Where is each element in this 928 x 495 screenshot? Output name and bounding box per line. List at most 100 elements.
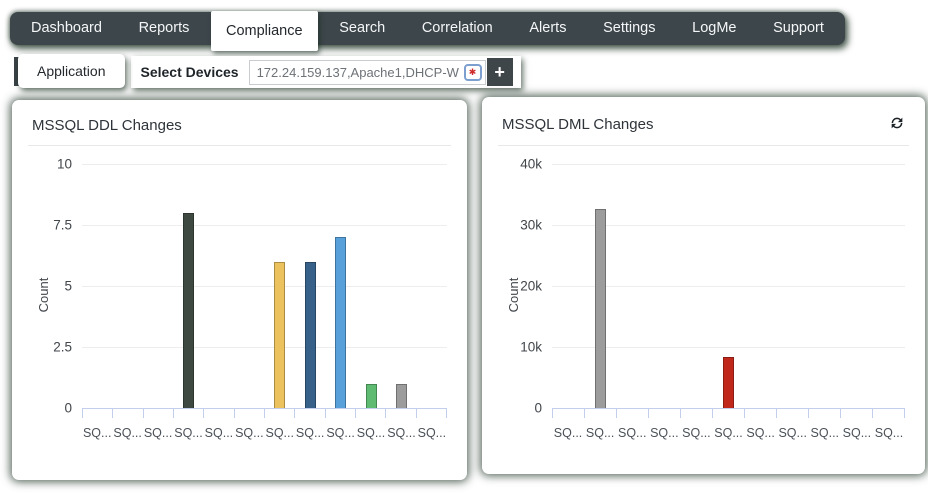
bar-column bbox=[552, 164, 584, 408]
axis-band-cell bbox=[265, 409, 296, 418]
y-tick-label: 7.5 bbox=[53, 217, 72, 233]
axis-band-cell bbox=[809, 409, 841, 418]
y-tick-label: 0 bbox=[534, 400, 542, 416]
bar-column bbox=[173, 164, 203, 408]
x-tick-label: SQ... bbox=[617, 426, 647, 440]
gridline bbox=[552, 286, 905, 287]
select-devices-label: Select Devices bbox=[140, 64, 239, 80]
gridline bbox=[82, 225, 447, 226]
x-tick-label: SQ... bbox=[682, 426, 711, 440]
x-tick-label: SQ... bbox=[143, 426, 173, 440]
x-tick-label: SQ... bbox=[235, 426, 264, 440]
nav-item-support[interactable]: Support bbox=[773, 20, 824, 36]
nav-item-dashboard[interactable]: Dashboard bbox=[31, 20, 102, 36]
x-tick-label: SQ... bbox=[874, 426, 904, 440]
device-picker-icon[interactable]: ✱ bbox=[463, 63, 482, 81]
bar-column bbox=[143, 164, 173, 408]
chart-title-ddl: MSSQL DDL Changes bbox=[32, 117, 182, 134]
bar-column bbox=[386, 164, 416, 408]
gridline bbox=[82, 347, 447, 348]
bar-column bbox=[616, 164, 648, 408]
card-divider bbox=[28, 145, 451, 146]
tab-application[interactable]: Application bbox=[18, 54, 125, 88]
ddl-changes-card: MSSQL DDL Changes Count 0 2.5 5 7.5 10 SQ...… bbox=[12, 100, 467, 480]
device-input[interactable] bbox=[248, 59, 486, 85]
x-tick-label: SQ... bbox=[842, 426, 872, 440]
bar[interactable] bbox=[182, 212, 194, 408]
chart-title-dml: MSSQL DML Changes bbox=[502, 115, 654, 133]
y-tick-label: 10 bbox=[56, 156, 72, 172]
x-tick-label: SQ... bbox=[650, 426, 679, 440]
bar-column bbox=[112, 164, 142, 408]
axis-band-cell bbox=[356, 409, 387, 418]
gridline bbox=[82, 164, 447, 165]
bar[interactable] bbox=[395, 383, 407, 408]
add-device-button[interactable]: + bbox=[486, 58, 513, 86]
gridline bbox=[552, 225, 905, 226]
bar[interactable] bbox=[335, 237, 347, 408]
axis-band-cell bbox=[235, 409, 265, 418]
bar-column bbox=[873, 164, 905, 408]
axis-band-cell bbox=[617, 409, 649, 418]
x-tick-label: SQ... bbox=[265, 426, 294, 440]
gridline bbox=[552, 164, 905, 165]
x-tick-label: SQ... bbox=[82, 426, 112, 440]
bar[interactable] bbox=[723, 357, 735, 408]
x-tick-label: SQ... bbox=[810, 426, 840, 440]
bar-column bbox=[265, 164, 295, 408]
axis-band-cell bbox=[777, 409, 809, 418]
x-tick-label: SQ... bbox=[714, 426, 743, 440]
y-tick-label: 30k bbox=[520, 217, 542, 233]
x-tick-label: SQ... bbox=[356, 426, 386, 440]
nav-item-alerts[interactable]: Alerts bbox=[529, 20, 567, 36]
dml-bar-chart: Count 0 10k 20k 30k 40k SQ... SQ... SQ... SQ...… bbox=[490, 157, 913, 460]
bar[interactable] bbox=[304, 261, 316, 408]
bar-column bbox=[356, 164, 386, 408]
x-tick-label: SQ... bbox=[746, 426, 775, 440]
refresh-icon[interactable] bbox=[887, 114, 907, 134]
axis-band-cell bbox=[82, 409, 114, 418]
bar[interactable] bbox=[365, 383, 377, 408]
bar[interactable] bbox=[274, 261, 286, 408]
nav-item-search[interactable]: Search bbox=[339, 20, 386, 36]
x-axis-band bbox=[552, 408, 905, 418]
bar[interactable] bbox=[594, 209, 606, 408]
axis-band-cell bbox=[326, 409, 356, 418]
nav-item-reports[interactable]: Reports bbox=[138, 20, 190, 36]
axis-band-cell bbox=[841, 409, 873, 418]
gridline bbox=[82, 286, 447, 287]
bar-column bbox=[82, 164, 112, 408]
axis-band-cell bbox=[113, 409, 144, 418]
bar-column bbox=[295, 164, 325, 408]
bar-column bbox=[234, 164, 264, 408]
x-tick-label: SQ... bbox=[174, 426, 203, 440]
device-input-wrap: ✱ bbox=[248, 59, 486, 85]
y-tick-label: 5 bbox=[64, 278, 72, 294]
nav-item-logme[interactable]: LogMe bbox=[692, 20, 737, 36]
bar-column bbox=[777, 164, 809, 408]
sub-toolbar: Application Select Devices ✱ + bbox=[14, 54, 521, 90]
bar-column bbox=[648, 164, 680, 408]
axis-band-cell bbox=[174, 409, 205, 418]
x-axis-labels: SQ... SQ... SQ... SQ... SQ... SQ... SQ... SQ...… bbox=[82, 426, 447, 440]
ddl-bar-chart: Count 0 2.5 5 7.5 10 SQ... SQ... SQ... SQ... SQ.… bbox=[20, 157, 455, 460]
y-tick-label: 10k bbox=[520, 339, 542, 355]
nav-item-correlation[interactable]: Correlation bbox=[421, 20, 493, 36]
nav-item-settings[interactable]: Settings bbox=[603, 20, 656, 36]
bar-column bbox=[325, 164, 355, 408]
x-tick-label: SQ... bbox=[204, 426, 234, 440]
nav-item-compliance[interactable]: Compliance bbox=[211, 11, 318, 51]
axis-band-cell bbox=[204, 409, 235, 418]
axis-band-cell bbox=[745, 409, 777, 418]
y-axis-ticks: 0 2.5 5 7.5 10 bbox=[34, 157, 78, 416]
axis-band-cell bbox=[417, 409, 447, 418]
bar-column bbox=[584, 164, 616, 408]
axis-band-cell bbox=[681, 409, 713, 418]
y-tick-label: 20k bbox=[520, 278, 542, 294]
axis-band-cell bbox=[585, 409, 617, 418]
x-tick-label: SQ... bbox=[417, 426, 447, 440]
bar-column bbox=[712, 164, 744, 408]
gridline bbox=[552, 347, 905, 348]
bar-column bbox=[204, 164, 234, 408]
y-axis-ticks: 0 10k 20k 30k 40k bbox=[504, 157, 548, 416]
